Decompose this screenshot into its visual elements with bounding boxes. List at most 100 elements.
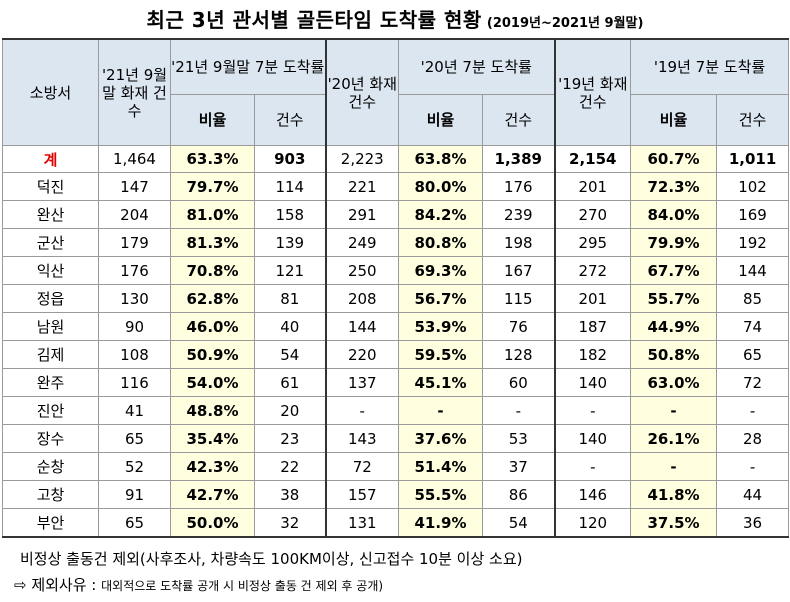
title-period: (2019년~2021년 9월말) <box>486 16 644 31</box>
header-station: 소방서 <box>2 38 99 146</box>
count-19-cell: - <box>716 452 790 481</box>
station-cell: 정읍 <box>2 284 99 313</box>
station-cell: 완산 <box>2 200 99 229</box>
fires-20-cell: 291 <box>324 200 400 229</box>
title-main: 최근 3년 관서별 골든타임 도착률 현황 <box>146 8 482 32</box>
count-19-cell: 28 <box>716 424 790 453</box>
fires-19-cell: - <box>553 396 632 425</box>
ratio-21-cell: 81.3% <box>170 228 255 257</box>
count-19-cell: 192 <box>716 228 790 257</box>
ratio-19-cell: 60.7% <box>630 145 718 173</box>
fires-20-cell: 131 <box>324 508 400 538</box>
ratio-19-cell: 26.1% <box>630 424 718 453</box>
fires-21-cell: 1,464 <box>98 145 171 173</box>
fires-21-cell: 179 <box>98 228 171 257</box>
table-row: 남원 90 46.0% 40 144 53.9% 76 187 44.9% 74 <box>2 312 790 341</box>
count-20-cell: 1,389 <box>482 145 556 173</box>
ratio-19-cell: 84.0% <box>630 200 718 229</box>
count-20-cell: 115 <box>482 284 556 313</box>
count-21-cell: 38 <box>253 480 327 509</box>
fires-19-cell: 272 <box>553 256 632 285</box>
count-21-cell: 139 <box>253 228 327 257</box>
count-20-cell: 167 <box>482 256 556 285</box>
table-row: 부안 65 50.0% 32 131 41.9% 54 120 37.5% 36 <box>2 508 790 538</box>
count-19-cell: 65 <box>716 340 790 369</box>
table-row: 김제 108 50.9% 54 220 59.5% 128 182 50.8% 65 <box>2 340 790 369</box>
ratio-20-cell: 56.7% <box>398 284 484 313</box>
fires-21-cell: 65 <box>98 424 171 453</box>
ratio-20-cell: 80.0% <box>398 172 484 201</box>
fires-20-cell: 250 <box>324 256 400 285</box>
table-row: 순창 52 42.3% 22 72 51.4% 37- - - <box>2 452 790 481</box>
station-cell: 덕진 <box>2 172 99 201</box>
ratio-19-cell: 41.8% <box>630 480 718 509</box>
table-row: 고창 91 42.7% 38 157 55.5% 86 146 41.8% 44 <box>2 480 790 509</box>
count-21-cell: 121 <box>253 256 327 285</box>
header-20-count: 건수 <box>482 94 556 146</box>
header-19-group: '19년 7분 도착률 <box>630 38 790 95</box>
header-19-ratio: 비율 <box>630 94 718 146</box>
ratio-20-cell: 45.1% <box>398 368 484 397</box>
header-19-fires: '19년 화재 건수 <box>553 38 632 146</box>
fires-20-cell: 137 <box>324 368 400 397</box>
ratio-21-cell: 63.3% <box>170 145 255 173</box>
count-19-cell: 85 <box>716 284 790 313</box>
fires-20-cell: 143 <box>324 424 400 453</box>
fires-21-cell: 204 <box>98 200 171 229</box>
count-21-cell: 32 <box>253 508 327 538</box>
exclusion-note: 비정상 출동건 제외(사후조사, 차량속도 100KM이상, 신고접수 10분 … <box>20 550 523 568</box>
fires-19-cell: 270 <box>553 200 632 229</box>
ratio-19-cell: 37.5% <box>630 508 718 538</box>
fires-21-cell: 52 <box>98 452 171 481</box>
count-20-cell: 198 <box>482 228 556 257</box>
ratio-19-cell: - <box>630 452 718 481</box>
fires-20-cell: 249 <box>324 228 400 257</box>
station-cell: 고창 <box>2 480 99 509</box>
fires-21-cell: 91 <box>98 480 171 509</box>
station-cell: 순창 <box>2 452 99 481</box>
ratio-21-cell: 46.0% <box>170 312 255 341</box>
table-row: 장수 65 35.4% 23 143 37.6% 53 140 26.1% 28 <box>2 424 790 453</box>
fires-20-cell: 157 <box>324 480 400 509</box>
fires-20-cell: 144 <box>324 312 400 341</box>
count-21-cell: 114 <box>253 172 327 201</box>
station-cell: 부안 <box>2 508 99 538</box>
ratio-19-cell: 55.7% <box>630 284 718 313</box>
ratio-20-cell: 37.6% <box>398 424 484 453</box>
station-cell: 남원 <box>2 312 99 341</box>
count-21-cell: 54 <box>253 340 327 369</box>
fires-21-cell: 65 <box>98 508 171 538</box>
ratio-21-cell: 50.0% <box>170 508 255 538</box>
count-20-cell: 128 <box>482 340 556 369</box>
fires-19-cell: 146 <box>553 480 632 509</box>
ratio-21-cell: 62.8% <box>170 284 255 313</box>
count-20-cell: 37 <box>482 452 556 481</box>
station-cell: 김제 <box>2 340 99 369</box>
fires-20-cell: - <box>324 396 400 425</box>
fires-20-cell: 208 <box>324 284 400 313</box>
fires-20-cell: 72 <box>324 452 400 481</box>
table-row: 진안 41 48.8% 20- - - - - - <box>2 396 790 425</box>
ratio-19-cell: 50.8% <box>630 340 718 369</box>
table-body: 계 1,464 63.3% 903 2,223 63.8% 1,389 2,154 60.7% 1… <box>2 145 790 538</box>
fires-19-cell: 295 <box>553 228 632 257</box>
ratio-19-cell: - <box>630 396 718 425</box>
count-21-cell: 81 <box>253 284 327 313</box>
fires-20-cell: 220 <box>324 340 400 369</box>
count-21-cell: 22 <box>253 452 327 481</box>
fires-21-cell: 41 <box>98 396 171 425</box>
table-row: 완산 204 81.0% 158 291 84.2% 239 270 84.0% 169 <box>2 200 790 229</box>
count-19-cell: 36 <box>716 508 790 538</box>
exclusion-reason-label: ⇨ 제외사유 : <box>14 576 102 594</box>
table-row: 완주 116 54.0% 61 137 45.1% 60 140 63.0% 72 <box>2 368 790 397</box>
station-cell: 계 <box>2 145 99 173</box>
fires-19-cell: 140 <box>553 424 632 453</box>
count-21-cell: 20 <box>253 396 327 425</box>
count-19-cell: 44 <box>716 480 790 509</box>
ratio-20-cell: 63.8% <box>398 145 484 173</box>
station-cell: 군산 <box>2 228 99 257</box>
count-21-cell: 23 <box>253 424 327 453</box>
fires-19-cell: 182 <box>553 340 632 369</box>
count-20-cell: - <box>482 396 556 425</box>
fires-19-cell: 201 <box>553 284 632 313</box>
